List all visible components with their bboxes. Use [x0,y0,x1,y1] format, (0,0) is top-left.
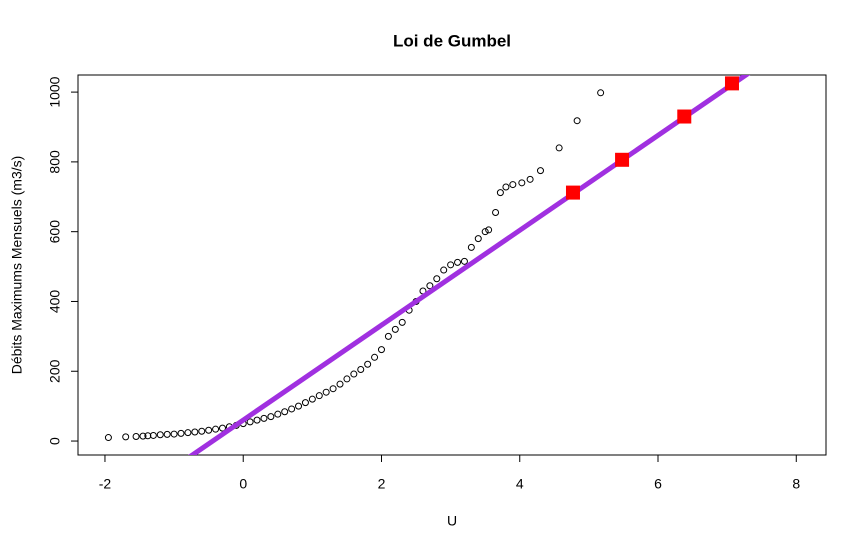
data-point [492,208,500,216]
data-point [170,430,178,438]
data-point [122,433,130,441]
x-tick-label: -2 [99,476,112,492]
data-point [509,181,517,189]
data-point [163,430,171,438]
highlight-point [565,185,580,200]
data-point [205,426,213,434]
plot-frame [77,74,827,456]
x-tick-label: 8 [792,476,800,492]
data-point [156,431,164,439]
y-tick-label: 400 [47,290,63,314]
data-point [357,366,365,374]
data-point [315,392,323,400]
data-point [398,318,406,326]
data-point [329,385,337,393]
highlight-point [724,76,739,91]
x-tick-label: 4 [516,476,524,492]
data-point [104,434,112,442]
data-point [496,189,504,197]
data-point [573,117,581,125]
data-point [301,399,309,407]
y-axis-label: Débits Maximums Mensuels (m3/s) [9,156,25,375]
data-point [184,429,192,437]
data-point [485,226,493,234]
data-point [132,433,140,441]
data-point [139,432,147,440]
data-point [149,431,157,439]
data-point [295,402,303,410]
data-point [526,175,534,183]
data-point [274,410,282,418]
data-point [198,427,206,435]
chart-title: Loi de Gumbel [393,31,511,50]
data-point [308,395,316,403]
data-point [454,258,462,266]
data-point [433,275,441,283]
data-point [260,414,268,422]
data-point [246,418,254,426]
y-tick-label: 1000 [47,76,63,107]
data-point [460,257,468,265]
data-point [474,235,482,243]
y-tick-label: 0 [47,437,63,445]
data-point [518,179,526,187]
data-point [502,183,510,191]
plot-area [104,75,751,455]
fit-line [187,75,751,455]
data-point [555,144,563,152]
data-point [391,325,399,333]
data-point [267,413,275,421]
data-point [212,425,220,433]
y-tick-label: 600 [47,220,63,244]
data-point [322,388,330,396]
data-point [536,167,544,175]
data-point [597,89,605,97]
data-point [350,370,358,378]
data-point [377,346,385,354]
x-axis-label: U [447,513,457,529]
data-point [467,243,475,251]
data-point [218,424,226,432]
data-point [364,360,372,368]
x-tick-label: 0 [239,476,247,492]
data-point [288,405,296,413]
highlight-point [677,109,692,124]
data-point [343,375,351,383]
x-tick-label: 6 [654,476,662,492]
data-point [384,332,392,340]
data-point [191,428,199,436]
data-point [440,266,448,274]
y-tick-label: 800 [47,150,63,174]
data-point [447,261,455,269]
x-tick-label: 2 [378,476,386,492]
data-point [371,353,379,361]
data-point [481,228,489,236]
y-tick-label: 200 [47,359,63,383]
data-point [336,380,344,388]
data-point [426,282,434,290]
data-point [253,416,261,424]
data-point [177,429,185,437]
highlight-point [615,152,630,167]
data-point [281,408,289,416]
